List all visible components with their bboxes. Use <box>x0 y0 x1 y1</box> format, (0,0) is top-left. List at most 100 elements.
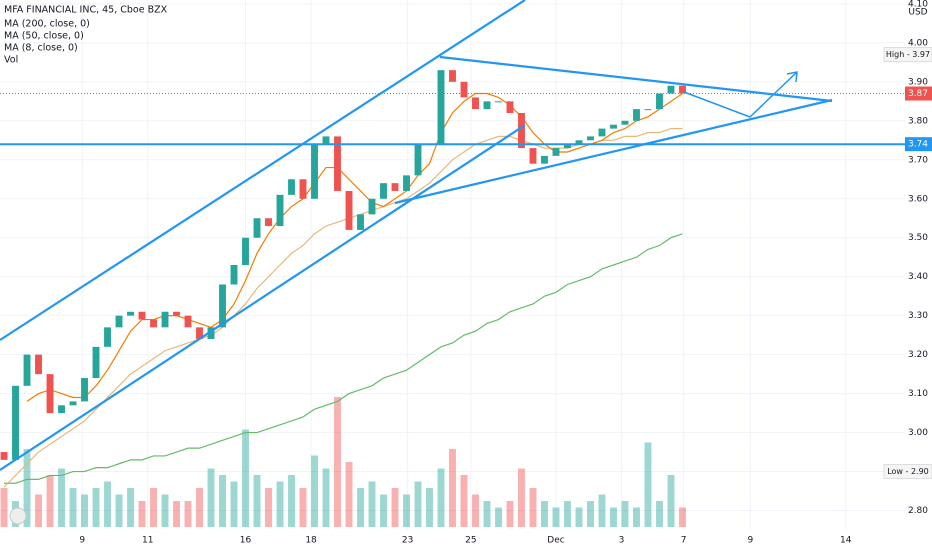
y-tick-label: 3.10 <box>908 389 928 399</box>
candle-body <box>115 315 123 328</box>
volume-bar <box>460 475 468 527</box>
candle-body <box>173 311 180 316</box>
candle-body <box>506 101 514 114</box>
last-price-box <box>905 86 932 101</box>
x-tick-label: 14 <box>840 536 852 546</box>
volume-bar <box>587 501 594 527</box>
y-tick-label: 3.90 <box>908 77 928 87</box>
candle-body <box>621 120 629 125</box>
candle-body <box>184 315 192 328</box>
volume-bar <box>104 481 111 527</box>
volume-bar <box>276 481 284 527</box>
volume-bar <box>81 494 88 527</box>
volume-bar <box>322 468 330 527</box>
volume-bar <box>529 488 537 527</box>
volume-bar <box>127 488 134 527</box>
candle-body <box>276 194 284 227</box>
volume-bar <box>23 449 31 527</box>
volume-bar <box>242 429 249 527</box>
candle-body <box>81 378 88 402</box>
volume-bar <box>598 494 606 527</box>
volume-bar <box>46 475 54 527</box>
volume-bar <box>380 494 387 527</box>
candle-body <box>0 452 8 460</box>
y-tick-label: 3.20 <box>908 350 928 360</box>
volume-bar <box>644 442 652 527</box>
triangle-upper <box>439 55 833 103</box>
volume-bar <box>575 507 583 527</box>
volume-bar <box>403 494 410 527</box>
candle-body <box>679 85 686 94</box>
candle-body <box>322 136 330 145</box>
x-tick-label: 9 <box>747 536 753 546</box>
x-tick-label: 23 <box>402 536 413 546</box>
triangle-lower <box>394 98 833 205</box>
candle-body <box>403 175 410 191</box>
candle-body <box>242 237 249 265</box>
channel-lower <box>0 124 526 471</box>
candle-body <box>391 183 399 191</box>
candle-body <box>564 144 571 149</box>
projection-arrow <box>683 71 798 118</box>
y-tick-label: 3.40 <box>908 272 928 282</box>
candle-body <box>219 284 226 328</box>
volume-bar <box>265 488 272 527</box>
candle-body <box>414 144 422 176</box>
candle-body <box>334 136 341 191</box>
channel-upper <box>0 0 526 341</box>
volume-bar <box>115 494 123 527</box>
high-label-box <box>883 47 932 63</box>
drawings <box>0 0 833 471</box>
candle-body <box>104 327 111 347</box>
ma-line <box>4 233 683 484</box>
candle-body <box>161 311 169 328</box>
volume-bar <box>35 494 42 527</box>
volume-bar <box>92 488 100 527</box>
x-tick-label: Dec <box>547 536 564 546</box>
candle-body <box>288 179 295 195</box>
candle-body <box>656 93 663 110</box>
volume-bar <box>679 507 686 527</box>
volume-bar <box>472 494 479 527</box>
candle-body <box>150 319 157 328</box>
low-label: Low - 2.90 <box>887 467 929 476</box>
candle-body <box>311 144 318 199</box>
candle-body <box>196 327 203 340</box>
volume-bar <box>150 488 157 527</box>
volume-bar <box>610 507 617 527</box>
candle-body <box>357 214 364 230</box>
candle-body <box>46 374 54 414</box>
volume-bar <box>541 501 548 527</box>
volume-bar <box>253 475 261 527</box>
candles <box>0 70 686 460</box>
volume-pane <box>0 397 686 527</box>
y-tick-label: 3.70 <box>908 155 928 165</box>
y-tick-label: 3.00 <box>908 428 928 438</box>
candle-body <box>541 155 548 164</box>
x-tick-label: 25 <box>465 536 476 546</box>
candle-body <box>230 265 238 285</box>
volume-bar <box>219 475 226 527</box>
candle-body <box>552 148 560 156</box>
price-lines <box>0 93 905 146</box>
volume-bar <box>345 462 353 527</box>
volume-bar <box>368 481 376 527</box>
arrow-head <box>786 71 798 83</box>
candle-body <box>92 346 100 379</box>
volume-bar <box>552 507 560 527</box>
volume-bar <box>138 501 146 527</box>
candle-body <box>575 140 583 145</box>
y-tick-label: 3.80 <box>908 116 928 126</box>
volume-bar <box>69 488 77 527</box>
candle-body <box>368 198 376 215</box>
x-tick-label: 9 <box>79 536 85 546</box>
legend-entry: MA (200, close, 0) <box>4 19 90 30</box>
candle-body <box>633 109 640 121</box>
volume-bar <box>621 501 629 527</box>
candle-body <box>69 401 77 406</box>
candle-body <box>253 218 261 238</box>
high-label: High - 3.97 <box>886 50 930 59</box>
volume-bar <box>633 507 640 527</box>
candle-body <box>23 354 31 386</box>
